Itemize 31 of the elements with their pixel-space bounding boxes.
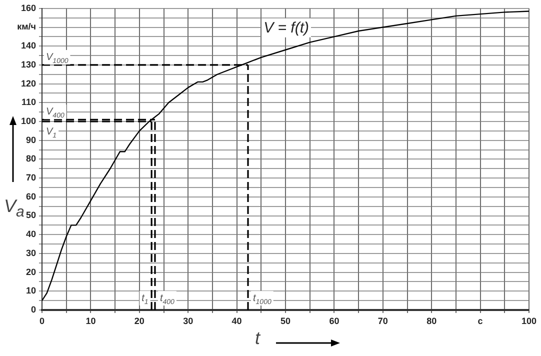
- x-tick-label: 30: [183, 316, 194, 326]
- y-tick-label: 30: [26, 248, 36, 258]
- x-tick-label: 10: [86, 316, 96, 326]
- annotation: V = f(t): [264, 19, 310, 36]
- y-tick-label: 50: [26, 210, 36, 220]
- x-tick-label: 100: [521, 316, 537, 326]
- x-tick-label: 0: [39, 316, 45, 326]
- x-tick-label: с: [478, 316, 483, 326]
- y-tick-label: 40: [26, 229, 36, 240]
- x-tick-label: 50: [280, 316, 291, 326]
- x-tick-label: 20: [134, 316, 144, 326]
- y-tick-label: 100: [20, 116, 36, 126]
- y-tick-label: 60: [26, 191, 36, 202]
- y-axis-title: V$_{a}$: [4, 196, 24, 221]
- y-tick-label: 0: [30, 304, 36, 314]
- x-tick-label: 60: [329, 316, 340, 326]
- y-tick-label: 70: [26, 172, 36, 183]
- x-axis-title: t: [255, 328, 260, 349]
- y-tick-label: км/ч: [17, 22, 36, 32]
- y-tick-label: 80: [26, 154, 36, 164]
- y-tick-label: 160: [20, 2, 36, 13]
- y-tick-label: 120: [20, 78, 36, 88]
- y-tick-label: 90: [26, 134, 36, 145]
- y-tick-label: 140: [20, 40, 36, 51]
- x-tick-label: 40: [232, 316, 242, 326]
- y-tick-label: 130: [20, 59, 36, 70]
- x-tick-label: 80: [426, 316, 437, 326]
- y-tick-label: 110: [21, 97, 36, 108]
- y-tick-label: 20: [26, 266, 36, 277]
- x-tick-label: 70: [378, 316, 388, 326]
- y-tick-label: 10: [26, 286, 36, 296]
